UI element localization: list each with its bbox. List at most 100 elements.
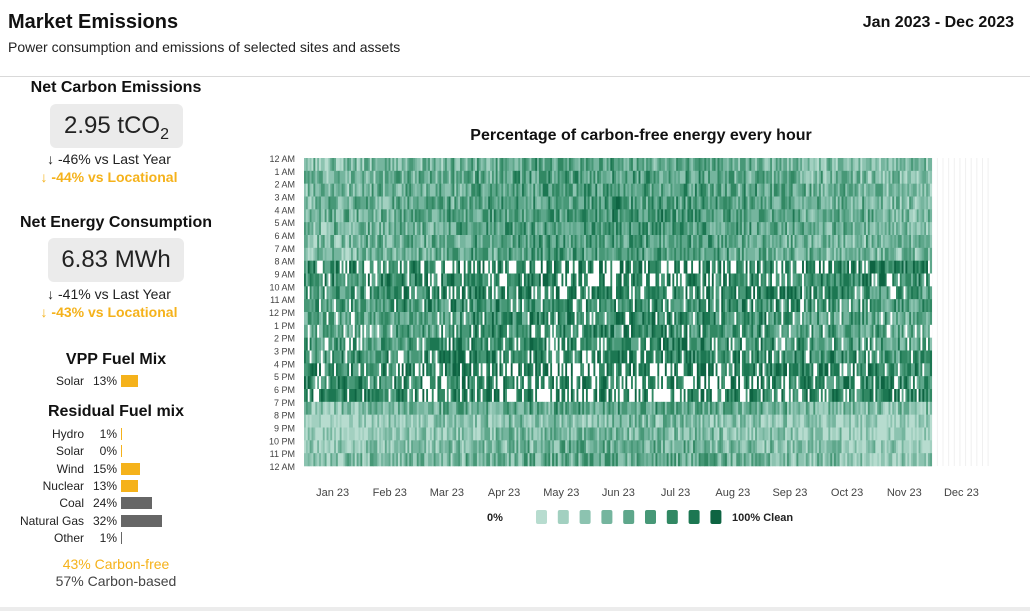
- heatmap-cell: [826, 376, 835, 390]
- heatmap-cell: [636, 260, 639, 274]
- heatmap-cell: [749, 158, 752, 172]
- date-range[interactable]: Jan 2023 - Dec 2023: [862, 14, 1014, 31]
- heatmap-cell: [599, 324, 602, 338]
- heatmap-cell: [676, 158, 679, 172]
- heatmap-cell: [512, 299, 517, 313]
- heatmap-cell: [890, 247, 895, 261]
- heatmap-cell: [907, 324, 910, 338]
- heatmap-cell: [826, 170, 831, 184]
- heatmap-cell: [914, 260, 917, 274]
- heatmap-cell: [901, 286, 904, 300]
- heatmap-cell: [397, 247, 401, 261]
- heatmap-cell: [847, 158, 850, 172]
- heatmap-cell: [548, 312, 551, 326]
- heatmap-cell: [548, 247, 551, 261]
- heatmap-cell: [779, 376, 782, 390]
- heatmap-cell: [926, 286, 929, 300]
- heatmap-cell: [523, 222, 527, 236]
- heatmap-cell: [715, 247, 718, 261]
- heatmap-cell: [820, 273, 824, 287]
- heatmap-cell: [770, 376, 773, 390]
- heatmap-cell: [520, 247, 523, 261]
- heatmap-cell: [397, 324, 401, 338]
- heatmap-cell: [350, 247, 354, 261]
- heatmap-cell: [569, 260, 574, 274]
- heatmap-cell: [488, 363, 491, 377]
- heatmap-cell: [914, 337, 917, 351]
- heatmap-cell: [888, 312, 891, 326]
- heatmap-cell: [771, 209, 775, 223]
- heatmap-cell: [715, 260, 718, 274]
- heatmap-cell: [634, 196, 637, 210]
- heatmap-cell: [458, 363, 461, 377]
- heatmap-cell: [458, 247, 461, 261]
- heatmap-cell: [480, 286, 483, 300]
- heatmap-cell: [830, 286, 833, 300]
- heatmap-cell: [520, 235, 523, 249]
- heatmap-cell: [563, 363, 566, 377]
- heatmap-cell: [484, 324, 489, 338]
- heatmap-cell: [745, 183, 748, 197]
- heatmap-cell: [304, 183, 307, 197]
- heatmap-cell: [845, 183, 848, 197]
- heatmap-cell: [813, 376, 816, 390]
- heatmap-cell: [649, 158, 652, 172]
- heatmap-cell: [912, 247, 916, 261]
- heatmap-cell: [781, 337, 786, 351]
- heatmap-cell: [437, 183, 440, 197]
- heatmap-cell: [725, 260, 728, 274]
- heatmap-cell: [456, 158, 461, 172]
- heatmap-cell: [755, 183, 758, 197]
- heatmap-cell: [886, 209, 889, 223]
- heatmap-cell: [356, 183, 359, 197]
- heatmap-cell: [377, 158, 386, 172]
- heatmap-cell: [738, 235, 743, 249]
- heatmap-cell: [599, 286, 602, 300]
- heatmap-cell: [591, 222, 596, 236]
- heatmap-cell: [339, 376, 342, 390]
- heatmap-cell: [896, 196, 901, 210]
- heatmap-cell: [730, 196, 733, 210]
- heatmap-cell: [565, 209, 568, 223]
- heatmap-cell: [916, 222, 921, 236]
- heatmap-cell: [640, 337, 645, 351]
- heatmap-cell: [411, 183, 414, 197]
- heatmap-cell: [612, 363, 615, 377]
- heatmap-cell: [698, 209, 701, 223]
- heatmap-cell: [352, 273, 356, 287]
- heatmap-cell: [508, 209, 513, 223]
- heatmap-cell: [884, 170, 887, 184]
- heatmap-cell: [420, 350, 423, 364]
- heatmap-cell: [807, 183, 810, 197]
- heatmap-cell: [802, 273, 805, 287]
- heatmap-cell: [315, 170, 318, 184]
- heatmap-cell: [369, 260, 374, 274]
- heatmap-cell: [315, 247, 318, 261]
- residual-natural-gas-pct: 32%: [92, 513, 117, 528]
- heatmap-cell: [877, 350, 880, 364]
- heatmap-cell: [755, 286, 758, 300]
- heatmap-cell: [903, 158, 906, 172]
- heatmap-cell: [717, 376, 720, 390]
- heatmap-cell: [495, 247, 498, 261]
- heatmap-cell: [687, 235, 690, 249]
- heatmap-cell: [715, 209, 718, 223]
- heatmap-cell: [428, 183, 431, 197]
- heatmap-cell: [700, 376, 705, 390]
- heatmap-cell: [879, 363, 884, 377]
- heatmap-cell: [366, 299, 369, 313]
- heatmap-cell: [721, 299, 724, 313]
- heatmap-cell: [794, 286, 797, 300]
- heatmap-cell: [708, 324, 711, 338]
- heatmap-cell: [837, 222, 840, 236]
- heatmap-cell: [576, 337, 581, 351]
- heatmap-cell: [537, 312, 540, 326]
- heatmap-cell: [909, 235, 912, 249]
- heatmap-cell: [369, 273, 372, 287]
- heatmap-cell: [896, 273, 899, 287]
- heatmap-cell: [674, 363, 677, 377]
- heatmap-cell: [824, 286, 829, 300]
- heatmap-cell: [811, 222, 814, 236]
- heatmap-cell: [741, 312, 745, 326]
